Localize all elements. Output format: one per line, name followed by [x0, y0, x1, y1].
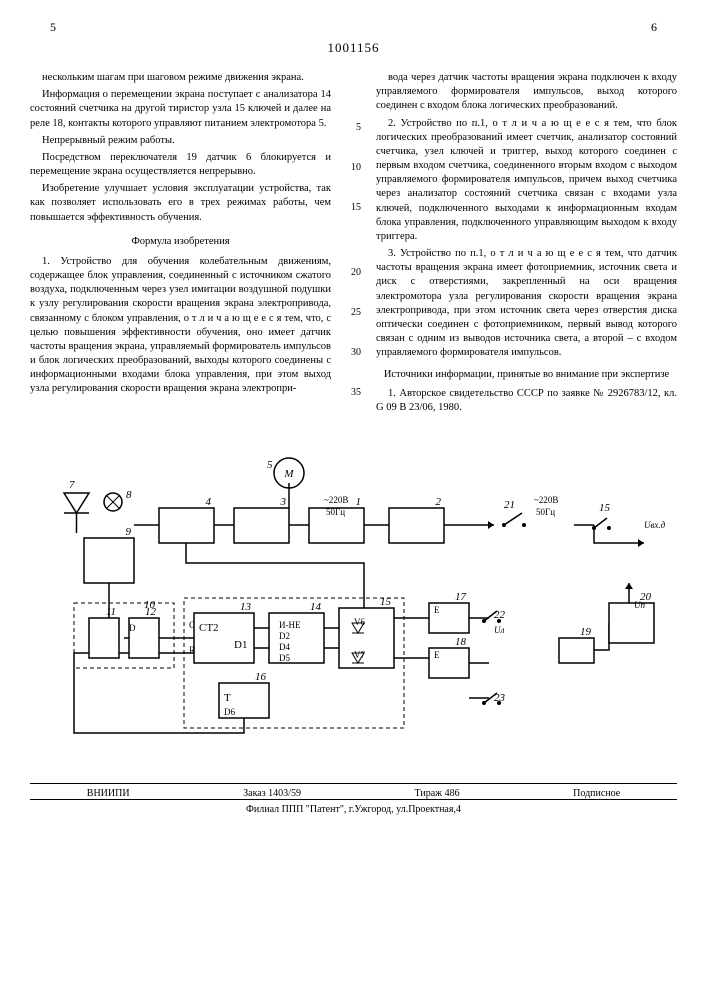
svg-text:1: 1: [355, 496, 361, 508]
svg-text:15: 15: [380, 596, 392, 608]
svg-text:D2: D2: [279, 631, 290, 641]
line-marker: 20: [351, 266, 361, 280]
svg-text:C: C: [189, 620, 195, 630]
svg-text:D6: D6: [224, 707, 235, 717]
svg-text:D: D: [129, 623, 136, 633]
para: 3. Устройство по п.1, о т л и ч а ю щ е …: [376, 247, 677, 360]
svg-text:D4: D4: [279, 642, 290, 652]
page-num-right: 6: [651, 20, 657, 35]
svg-text:19: 19: [580, 626, 592, 638]
page: 5 6 1001156 нескольким шагам при шаговом…: [0, 0, 707, 835]
svg-text:2: 2: [435, 496, 441, 508]
footer-order: Заказ 1403/59: [243, 788, 301, 799]
svg-text:21: 21: [504, 499, 515, 511]
line-marker: 10: [351, 161, 361, 175]
svg-text:16: 16: [255, 671, 267, 683]
line-marker: 5: [356, 121, 361, 135]
svg-text:И-НЕ: И-НЕ: [279, 620, 301, 630]
svg-text:13: 13: [240, 601, 252, 613]
svg-text:Uвх.д: Uвх.д: [644, 520, 666, 530]
line-marker: 35: [351, 386, 361, 400]
footer: ВНИИПИ Заказ 1403/59 Тираж 486 Подписное…: [30, 783, 677, 815]
circuit-diagram: M9431211121013CT2D114И-НЕD2D4D515V6V7171…: [34, 433, 674, 773]
line-markers: 5 10 15 20 25 30 35: [346, 71, 361, 418]
svg-text:M: M: [283, 468, 294, 480]
svg-text:V6: V6: [354, 617, 365, 627]
footer-org: ВНИИПИ: [87, 788, 130, 799]
svg-text:22: 22: [494, 609, 506, 621]
svg-text:Uл: Uл: [494, 625, 504, 635]
svg-text:8: 8: [126, 489, 132, 501]
svg-text:3: 3: [279, 496, 286, 508]
svg-text:Uп: Uп: [634, 600, 645, 610]
svg-text:E: E: [434, 605, 440, 615]
svg-text:17: 17: [455, 591, 467, 603]
text-columns: нескольким шагам при шаговом режиме движ…: [30, 71, 677, 418]
svg-text:7: 7: [69, 479, 75, 491]
line-marker: 15: [351, 201, 361, 215]
page-numbers: 5 6: [30, 20, 677, 40]
para: Посредством переключателя 19 датчик 6 бл…: [30, 151, 331, 179]
svg-text:~220В: ~220В: [534, 495, 558, 505]
svg-text:50Гц: 50Гц: [326, 507, 345, 517]
footer-sign: Подписное: [573, 788, 620, 799]
column-right: вода через датчик частоты вращения экран…: [376, 71, 677, 418]
svg-text:9: 9: [125, 526, 131, 538]
footer-line-1: ВНИИПИ Заказ 1403/59 Тираж 486 Подписное: [30, 783, 677, 799]
svg-text:14: 14: [310, 601, 322, 613]
svg-text:D1: D1: [234, 639, 247, 651]
svg-text:11: 11: [105, 606, 115, 618]
svg-text:CT2: CT2: [199, 622, 219, 634]
formula-title: Формула изобретения: [30, 235, 331, 249]
para: Непрерывный режим работы.: [30, 134, 331, 148]
svg-text:4: 4: [205, 496, 211, 508]
para: Изобретение улучшает условия эксплуатаци…: [30, 182, 331, 225]
para: вода через датчик частоты вращения экран…: [376, 71, 677, 114]
svg-text:R: R: [189, 645, 195, 655]
page-num-left: 5: [50, 20, 56, 35]
patent-number: 1001156: [30, 40, 677, 56]
svg-text:5: 5: [267, 459, 273, 471]
svg-text:E: E: [434, 650, 440, 660]
svg-text:15: 15: [599, 502, 611, 514]
svg-text:50Гц: 50Гц: [536, 507, 555, 517]
para: нескольким шагам при шаговом режиме движ…: [30, 71, 331, 85]
svg-text:18: 18: [455, 636, 467, 648]
svg-text:T: T: [224, 692, 231, 704]
column-left: нескольким шагам при шаговом режиме движ…: [30, 71, 331, 418]
line-marker: 30: [351, 346, 361, 360]
svg-text:~220В: ~220В: [324, 495, 348, 505]
para: 2. Устройство по п.1, о т л и ч а ю щ е …: [376, 117, 677, 245]
line-marker: 25: [351, 306, 361, 320]
svg-text:23: 23: [494, 692, 506, 704]
svg-text:D5: D5: [279, 653, 290, 663]
svg-text:10: 10: [144, 599, 156, 611]
para: 1. Авторское свидетельство СССР по заявк…: [376, 387, 677, 415]
para: Информация о перемещении экрана поступае…: [30, 88, 331, 131]
para: 1. Устройство для обучения колебательным…: [30, 255, 331, 397]
sources-title: Источники информации, принятые во вниман…: [376, 368, 677, 382]
footer-tirazh: Тираж 486: [415, 788, 460, 799]
footer-addr: Филиал ППП "Патент", г.Ужгород, ул.Проек…: [30, 799, 677, 815]
